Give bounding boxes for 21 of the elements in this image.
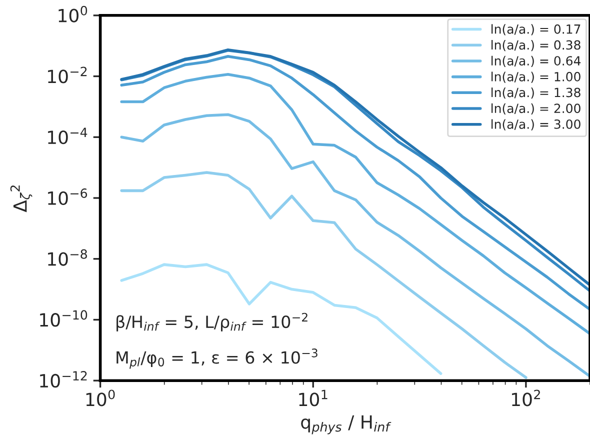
annotation: β/H$_{inf}$ = 5, L/ρ$_{inf}$ = 10$^{−2}$ xyxy=(116,312,308,332)
x-axis-title: q$_{phys}$ / H$_{inf}$ xyxy=(301,415,392,434)
legend-label: ln(a/a.) = 0.64 xyxy=(492,56,581,67)
y-tick-label: 10$^{−6}$ xyxy=(48,188,88,205)
legend-label: ln(a/a.) = 0.38 xyxy=(492,40,580,52)
legend-label: ln(a/a.) = 3.00 xyxy=(492,119,580,130)
y-tick-label: 10$^{−10}$ xyxy=(40,310,88,327)
x-tick-label: 10$^{0}$ xyxy=(86,390,115,406)
y-tick-label: 10$^{−2}$ xyxy=(48,66,87,84)
y-axis-title: Δ$_{ζ}$$^{2}$ xyxy=(10,186,32,212)
legend-label: ln(a/a.) = 1.00 xyxy=(492,72,580,83)
y-tick-label: 10$^{0}$ xyxy=(58,6,88,22)
x-tick-label: 10$^{1}$ xyxy=(299,390,328,406)
x-tick-label: 10$^{2}$ xyxy=(512,390,540,406)
annotation: M$_{pl}$/φ$_{0}$ = 1, ε = 6 × 10$^{−3}$ xyxy=(116,348,318,369)
legend-label: ln(a/a.) = 1.38 xyxy=(492,88,580,99)
legend-label: ln(a/a.) = 2.00 xyxy=(492,103,580,115)
y-tick-label: 10$^{−8}$ xyxy=(48,249,87,266)
y-tick-label: 10$^{−4}$ xyxy=(48,128,88,144)
legend-label: ln(a/a.) = 0.17 xyxy=(492,24,580,36)
y-tick-label: 10$^{−12}$ xyxy=(40,371,87,388)
